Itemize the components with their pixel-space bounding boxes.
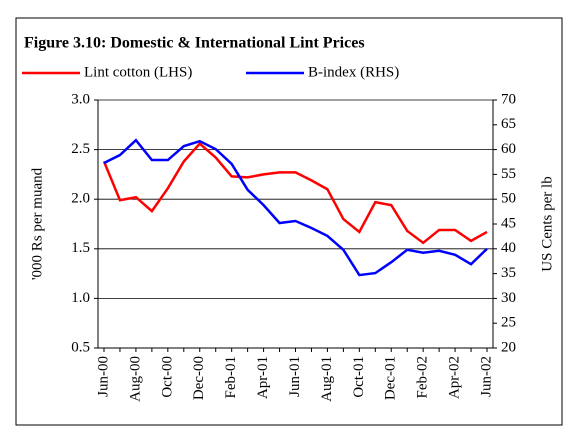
series-line (102, 141, 488, 245)
x-tick-label: Dec-00 (191, 356, 207, 400)
legend-label: B-index (RHS) (308, 64, 399, 80)
x-tick-label: Oct-00 (159, 356, 175, 398)
x-tick-label: Jun-01 (287, 356, 303, 397)
x-tick-label: Aug-01 (319, 356, 335, 402)
y2-tick-label: 25 (501, 315, 516, 331)
y2-tick-label: 50 (501, 191, 516, 207)
y2-tick-label: 35 (501, 265, 516, 281)
y2-axis-label: US Cents per lb (539, 176, 555, 271)
x-tick-label: Jun-00 (95, 356, 111, 397)
y2-tick-label: 65 (501, 116, 516, 132)
y2-tick-label: 30 (501, 290, 516, 306)
x-tick-label: Apr-02 (447, 356, 463, 399)
y-tick-label: 2.5 (71, 141, 90, 157)
y-axis-label: '000 Rs per muand (29, 167, 45, 280)
legend-label: Lint cotton (LHS) (84, 64, 192, 80)
x-tick-label: Jun-02 (478, 356, 494, 397)
y2-tick-label: 55 (501, 166, 516, 182)
y-tick-label: 3.0 (71, 91, 90, 107)
x-tick-label: Feb-01 (223, 356, 239, 399)
x-tick-label: Oct-01 (351, 356, 367, 398)
y-tick-label: 1.5 (71, 240, 90, 256)
x-tick-label: Dec-01 (383, 356, 399, 400)
y2-tick-label: 45 (501, 215, 516, 231)
chart-title: Figure 3.10: Domestic & International Li… (24, 35, 365, 52)
x-tick-label: Apr-01 (255, 356, 271, 399)
y2-tick-label: 20 (501, 339, 516, 355)
y-tick-label: 0.5 (71, 339, 90, 355)
x-tick-label: Aug-00 (127, 356, 143, 402)
y2-tick-label: 60 (501, 141, 516, 157)
y2-tick-label: 70 (501, 91, 516, 107)
y-tick-label: 2.0 (71, 191, 90, 207)
y2-tick-label: 40 (501, 240, 516, 256)
y-tick-label: 1.0 (71, 290, 90, 306)
series-line (103, 138, 488, 277)
x-tick-label: Feb-02 (415, 356, 431, 399)
